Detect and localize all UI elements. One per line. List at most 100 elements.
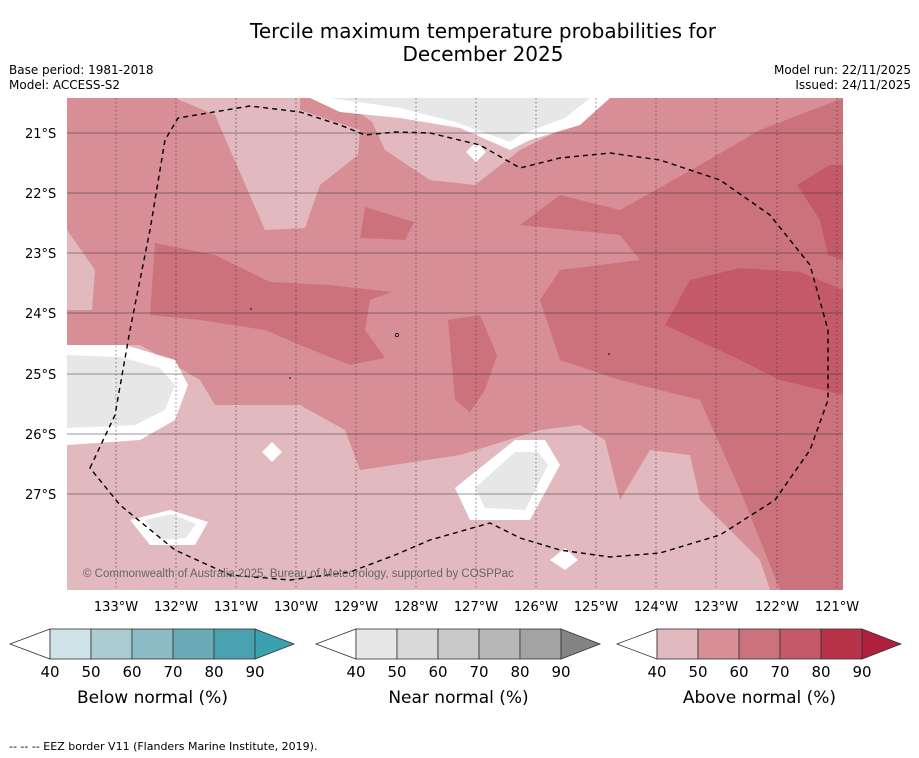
- legend-tick-label: 50: [688, 663, 707, 681]
- lat-label: 21°S: [25, 127, 56, 142]
- footnote: -- -- -- EEZ border V11 (Flanders Marine…: [9, 740, 318, 753]
- field-high-east: [665, 268, 843, 395]
- field-mid-west: [150, 243, 392, 365]
- grey-patch-south-inner: [475, 452, 548, 510]
- lon-axis: 133°W 132°W 131°W 130°W 129°W 128°W 127°…: [94, 600, 859, 615]
- lon-label: 128°W: [394, 600, 438, 615]
- legend-tick-label: 80: [510, 663, 529, 681]
- legend-tick-label: 70: [469, 663, 488, 681]
- island-mark: [608, 353, 610, 355]
- legend-tick-label: 60: [428, 663, 447, 681]
- title-line-1: Tercile maximum temperature probabilitie…: [250, 19, 716, 43]
- grey-dot-2: [466, 142, 486, 162]
- meta-right: Model run: 22/11/2025 Issued: 24/11/2025: [774, 63, 911, 93]
- legend-tick-label: 90: [551, 663, 570, 681]
- field-light-west: [67, 230, 95, 310]
- legend-swatch: [820, 628, 863, 660]
- legend-arrow-max: [560, 628, 602, 660]
- legend-title: Above normal (%): [683, 688, 836, 708]
- legend-swatch: [738, 628, 781, 660]
- lon-label: 126°W: [514, 600, 558, 615]
- legend-swatch: [697, 628, 740, 660]
- legend-tick-label: 90: [852, 663, 871, 681]
- lat-label: 23°S: [25, 247, 56, 262]
- lon-label: 129°W: [334, 600, 378, 615]
- legend-arrow-min: [8, 628, 51, 660]
- lat-label: 25°S: [25, 368, 56, 383]
- legend-below-normal: 40 50 60 70 80 90 Below normal (%): [8, 628, 296, 708]
- lon-label: 131°W: [214, 600, 258, 615]
- legend-swatch: [779, 628, 822, 660]
- legend-tick-label: 50: [387, 663, 406, 681]
- gridlines: [67, 98, 843, 590]
- grey-patch-north-inner: [330, 98, 590, 142]
- legend-swatch: [213, 628, 256, 660]
- lat-label: 24°S: [25, 307, 56, 322]
- lon-label: 127°W: [454, 600, 498, 615]
- meta-left: Base period: 1981-2018 Model: ACCESS-S2: [9, 63, 154, 93]
- issued-date: Issued: 24/11/2025: [795, 78, 911, 92]
- legend-swatch: [172, 628, 215, 660]
- island-mark: [250, 308, 252, 310]
- field-mid-east: [520, 98, 843, 590]
- field-mid-island: [360, 207, 414, 240]
- legend-arrow-max: [254, 628, 296, 660]
- lon-label: 122°W: [755, 600, 799, 615]
- legend-tick-label: 80: [204, 663, 223, 681]
- grey-patch-sw-inner: [145, 514, 196, 540]
- legend-tick-label: 40: [346, 663, 365, 681]
- lon-label: 133°W: [94, 600, 138, 615]
- legend-swatch: [90, 628, 133, 660]
- title-line-2: December 2025: [402, 42, 564, 66]
- legend-tick-label: 40: [40, 663, 59, 681]
- field-mid-center: [448, 315, 497, 412]
- island-mark: [289, 377, 291, 379]
- legend-tick-label: 60: [122, 663, 141, 681]
- legend-swatch: [355, 628, 398, 660]
- grey-dot-3: [550, 548, 578, 570]
- grey-dot-1: [262, 442, 282, 462]
- field-light-north: [67, 98, 360, 230]
- legend-swatch: [519, 628, 562, 660]
- legend-swatch: [49, 628, 92, 660]
- copyright-notice: © Commonwealth of Australia 2025, Bureau…: [83, 568, 514, 580]
- legend-arrow-min: [314, 628, 357, 660]
- legend-tick-label: 90: [245, 663, 264, 681]
- probability-field: [67, 98, 843, 590]
- legend-swatch: [437, 628, 480, 660]
- islands: [250, 308, 610, 379]
- lon-label: 121°W: [815, 600, 859, 615]
- lat-label: 22°S: [25, 187, 56, 202]
- lon-label: 130°W: [274, 600, 318, 615]
- map-title: Tercile maximum temperature probabilitie…: [0, 20, 919, 66]
- legend-arrow-max: [861, 628, 903, 660]
- lat-label: 26°S: [25, 428, 56, 443]
- lon-label: 132°W: [154, 600, 198, 615]
- legend-tick-label: 40: [647, 663, 666, 681]
- lon-label: 123°W: [694, 600, 738, 615]
- legend-tick-label: 50: [81, 663, 100, 681]
- legend-near-normal: 40 50 60 70 80 90 Near normal (%): [314, 628, 602, 708]
- legend-tick-label: 70: [163, 663, 182, 681]
- legend-title: Below normal (%): [77, 688, 228, 708]
- field-high-ne: [797, 165, 843, 260]
- field-light-south: [67, 345, 770, 590]
- legend-swatch: [656, 628, 699, 660]
- legend-swatch: [478, 628, 521, 660]
- legend-arrow-min: [615, 628, 658, 660]
- legend-tick-label: 80: [811, 663, 830, 681]
- legend-swatch: [396, 628, 439, 660]
- island-mark: [395, 333, 399, 337]
- legend-title: Near normal (%): [388, 688, 528, 708]
- base-period: Base period: 1981-2018: [9, 63, 154, 77]
- lon-label: 125°W: [574, 600, 618, 615]
- model-run: Model run: 22/11/2025: [773, 63, 911, 77]
- lon-label: 124°W: [634, 600, 678, 615]
- eez-border: [89, 105, 829, 581]
- lat-label: 27°S: [25, 488, 56, 503]
- legend-tick-label: 60: [729, 663, 748, 681]
- legend-above-normal: 40 50 60 70 80 90 Above normal (%): [615, 628, 903, 708]
- legend-tick-label: 70: [770, 663, 789, 681]
- grey-patch-west-inner: [67, 355, 175, 428]
